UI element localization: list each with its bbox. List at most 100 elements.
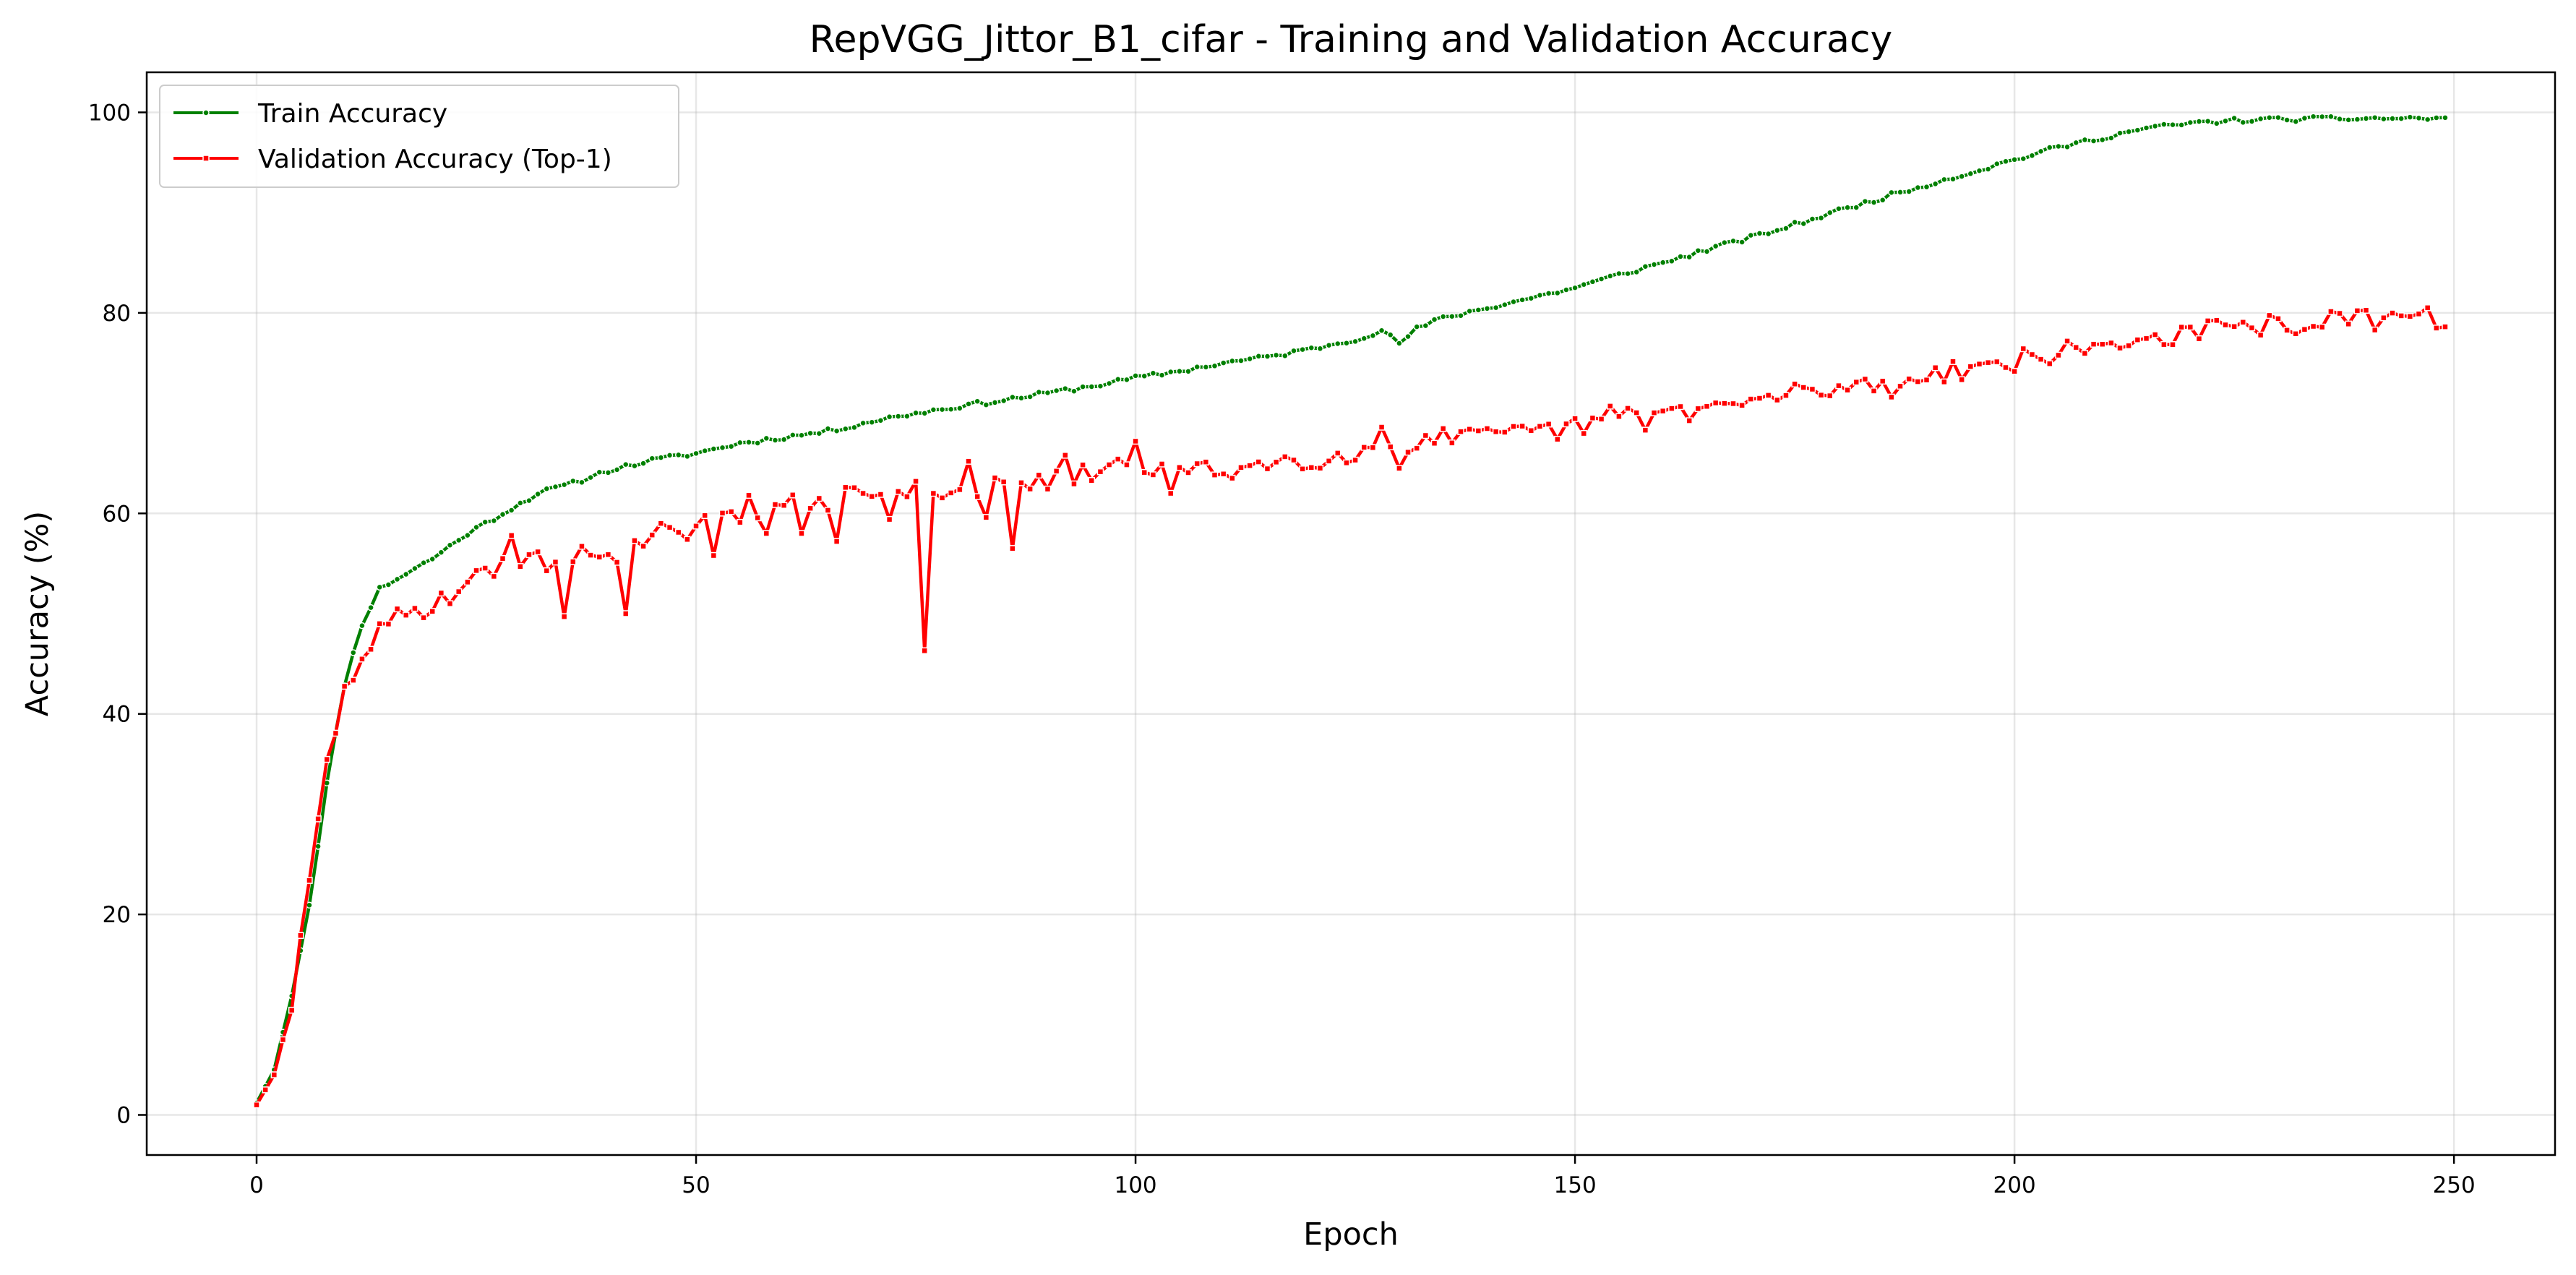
data-point <box>1941 378 1948 386</box>
data-point <box>2178 323 2185 331</box>
data-point <box>1185 469 1192 476</box>
legend-marker-validation <box>202 155 210 162</box>
data-point <box>385 620 392 628</box>
data-point <box>798 530 805 537</box>
data-point <box>2002 158 2009 166</box>
data-point <box>674 451 682 459</box>
data-point <box>1360 444 1368 451</box>
data-point <box>1571 284 1579 292</box>
data-point <box>771 437 779 444</box>
data-point <box>1993 358 2001 366</box>
data-point <box>1721 239 1728 246</box>
data-point <box>1888 393 1895 401</box>
data-point <box>1114 375 1122 383</box>
data-point <box>1571 415 1579 422</box>
data-point <box>1650 409 1658 416</box>
data-point <box>1132 437 1139 445</box>
data-point <box>1589 278 1597 286</box>
data-point <box>929 406 937 413</box>
data-point <box>2098 136 2106 144</box>
data-point <box>376 620 384 627</box>
data-point <box>1606 403 1614 410</box>
data-point <box>2362 306 2370 314</box>
data-point <box>789 491 797 499</box>
data-point <box>525 551 533 559</box>
data-point <box>437 549 445 556</box>
legend: Train Accuracy Validation Accuracy (Top-… <box>159 85 679 188</box>
data-point <box>376 583 384 591</box>
data-point <box>1158 460 1166 468</box>
data-point <box>446 541 454 549</box>
data-point <box>534 490 541 498</box>
data-point <box>1721 400 1728 407</box>
data-point <box>2292 118 2300 125</box>
data-point <box>2028 152 2036 159</box>
data-point <box>2380 115 2387 123</box>
data-point <box>587 473 594 481</box>
data-point <box>763 530 770 537</box>
data-point <box>1897 382 1904 390</box>
data-point <box>2028 351 2036 359</box>
data-point <box>1000 478 1008 486</box>
data-point <box>2231 323 2238 330</box>
data-point <box>1457 428 1464 435</box>
data-point <box>956 486 963 494</box>
data-point <box>1246 462 1253 469</box>
data-point <box>2160 121 2168 128</box>
data-point <box>780 502 788 509</box>
data-point <box>2353 116 2361 123</box>
data-point <box>815 430 823 437</box>
series-line-validation <box>255 306 2446 1106</box>
data-point <box>1079 383 1086 390</box>
data-point <box>411 604 418 612</box>
data-point <box>824 425 832 432</box>
data-point <box>279 1036 287 1044</box>
data-point <box>2125 342 2132 350</box>
data-point <box>2336 309 2343 317</box>
data-point <box>2309 322 2317 330</box>
data-point <box>359 622 366 630</box>
data-point <box>1219 359 1227 366</box>
data-point <box>868 493 875 500</box>
data-point <box>1079 461 1086 468</box>
data-point <box>517 563 524 570</box>
data-point <box>754 514 761 522</box>
legend-label-validation: Validation Accuracy (Top-1) <box>258 145 612 174</box>
data-point <box>763 434 770 442</box>
data-point <box>437 589 445 597</box>
data-point <box>1052 468 1060 475</box>
data-point <box>1229 357 1236 365</box>
data-point <box>657 520 665 527</box>
data-point <box>1686 417 1693 424</box>
data-point <box>771 501 779 508</box>
data-point <box>2257 331 2264 339</box>
data-point <box>1975 167 1983 175</box>
data-point <box>2353 307 2361 314</box>
data-point <box>1096 468 1104 476</box>
data-point <box>2415 114 2423 122</box>
data-point <box>2266 312 2273 319</box>
data-point <box>340 682 348 690</box>
data-point <box>2055 142 2062 150</box>
data-point <box>1035 388 1043 396</box>
data-point <box>2362 115 2370 122</box>
data-point <box>1712 399 1720 407</box>
data-point <box>587 551 594 559</box>
data-point <box>1018 479 1025 486</box>
data-point <box>991 399 999 406</box>
data-point <box>1272 458 1280 466</box>
data-point <box>727 442 735 450</box>
data-point <box>666 452 674 459</box>
data-point <box>2072 343 2079 351</box>
data-point <box>2275 113 2282 121</box>
data-point <box>1105 379 1113 387</box>
data-point <box>1185 368 1192 375</box>
data-point <box>718 444 726 452</box>
data-point <box>1923 376 1931 384</box>
data-point <box>1396 465 1403 472</box>
data-point <box>1255 458 1263 465</box>
data-point <box>1457 312 1464 319</box>
data-point <box>1123 461 1130 468</box>
data-point <box>851 424 858 432</box>
data-point <box>297 932 304 939</box>
